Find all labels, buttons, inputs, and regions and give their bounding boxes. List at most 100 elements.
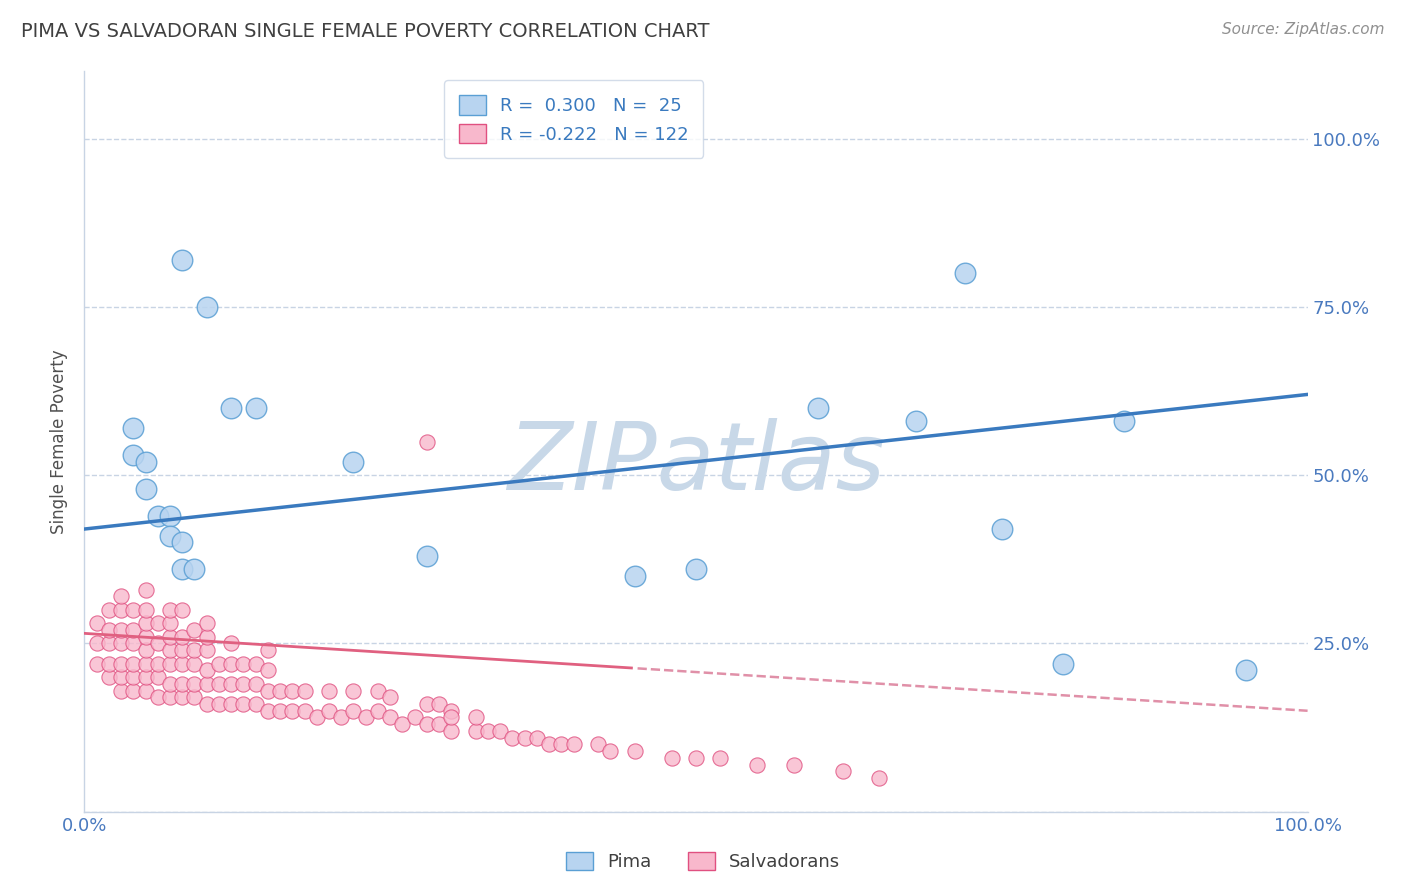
Point xyxy=(342,704,364,718)
Point xyxy=(135,657,157,671)
Point xyxy=(146,636,169,650)
Text: Source: ZipAtlas.com: Source: ZipAtlas.com xyxy=(1222,22,1385,37)
Point xyxy=(219,657,242,671)
Point xyxy=(208,677,231,691)
Point xyxy=(586,738,609,752)
Point xyxy=(97,657,120,671)
Point xyxy=(281,683,304,698)
Point xyxy=(219,401,242,415)
Point xyxy=(232,657,254,671)
Point xyxy=(159,603,181,617)
Point xyxy=(380,710,402,724)
Legend: R =  0.300   N =  25, R = -0.222   N = 122: R = 0.300 N = 25, R = -0.222 N = 122 xyxy=(444,80,703,158)
Point xyxy=(342,455,364,469)
Point xyxy=(427,697,450,711)
Point xyxy=(97,670,120,684)
Point xyxy=(991,522,1014,536)
Point xyxy=(318,704,340,718)
Point xyxy=(257,704,280,718)
Point xyxy=(440,723,463,738)
Point xyxy=(146,616,169,631)
Point xyxy=(318,683,340,698)
Point xyxy=(367,683,389,698)
Point xyxy=(404,710,426,724)
Point xyxy=(172,252,194,267)
Point xyxy=(219,636,242,650)
Point xyxy=(245,657,267,671)
Point xyxy=(477,723,499,738)
Point xyxy=(172,643,194,657)
Point xyxy=(269,704,291,718)
Point xyxy=(208,657,231,671)
Point xyxy=(195,300,218,314)
Point xyxy=(416,549,439,563)
Point xyxy=(172,562,194,576)
Point xyxy=(183,690,205,705)
Point xyxy=(905,414,928,428)
Point xyxy=(183,677,205,691)
Point xyxy=(416,717,439,731)
Point xyxy=(661,751,683,765)
Point xyxy=(294,704,316,718)
Point xyxy=(146,670,169,684)
Point xyxy=(110,623,132,637)
Point xyxy=(97,603,120,617)
Point xyxy=(257,664,280,678)
Point xyxy=(122,670,145,684)
Point xyxy=(110,683,132,698)
Point xyxy=(195,697,218,711)
Point xyxy=(354,710,377,724)
Point xyxy=(86,636,108,650)
Point xyxy=(122,623,145,637)
Point xyxy=(135,683,157,698)
Point xyxy=(208,697,231,711)
Point xyxy=(807,401,830,415)
Point xyxy=(135,630,157,644)
Point xyxy=(245,401,267,415)
Point xyxy=(562,738,585,752)
Point xyxy=(110,657,132,671)
Point xyxy=(1236,664,1258,678)
Point xyxy=(159,690,181,705)
Point xyxy=(416,697,439,711)
Point xyxy=(159,630,181,644)
Point xyxy=(440,704,463,718)
Point xyxy=(1114,414,1136,428)
Point xyxy=(953,266,976,280)
Point xyxy=(502,731,524,745)
Point xyxy=(624,744,647,758)
Point xyxy=(391,717,413,731)
Point xyxy=(747,757,769,772)
Point xyxy=(122,448,145,462)
Point xyxy=(110,636,132,650)
Point xyxy=(305,710,328,724)
Point xyxy=(172,603,194,617)
Point xyxy=(172,677,194,691)
Point xyxy=(97,623,120,637)
Point xyxy=(122,421,145,435)
Point xyxy=(135,670,157,684)
Point xyxy=(122,603,145,617)
Point xyxy=(110,603,132,617)
Point xyxy=(183,643,205,657)
Point xyxy=(110,590,132,604)
Point xyxy=(294,683,316,698)
Point xyxy=(831,764,853,779)
Point xyxy=(172,535,194,549)
Point xyxy=(122,657,145,671)
Point xyxy=(232,697,254,711)
Point xyxy=(269,683,291,698)
Point xyxy=(110,670,132,684)
Point xyxy=(232,677,254,691)
Point xyxy=(464,710,486,724)
Point xyxy=(219,677,242,691)
Point xyxy=(172,657,194,671)
Point xyxy=(219,697,242,711)
Point xyxy=(195,630,218,644)
Point xyxy=(159,643,181,657)
Point xyxy=(172,690,194,705)
Point xyxy=(122,636,145,650)
Point xyxy=(367,704,389,718)
Point xyxy=(195,677,218,691)
Point xyxy=(135,482,157,496)
